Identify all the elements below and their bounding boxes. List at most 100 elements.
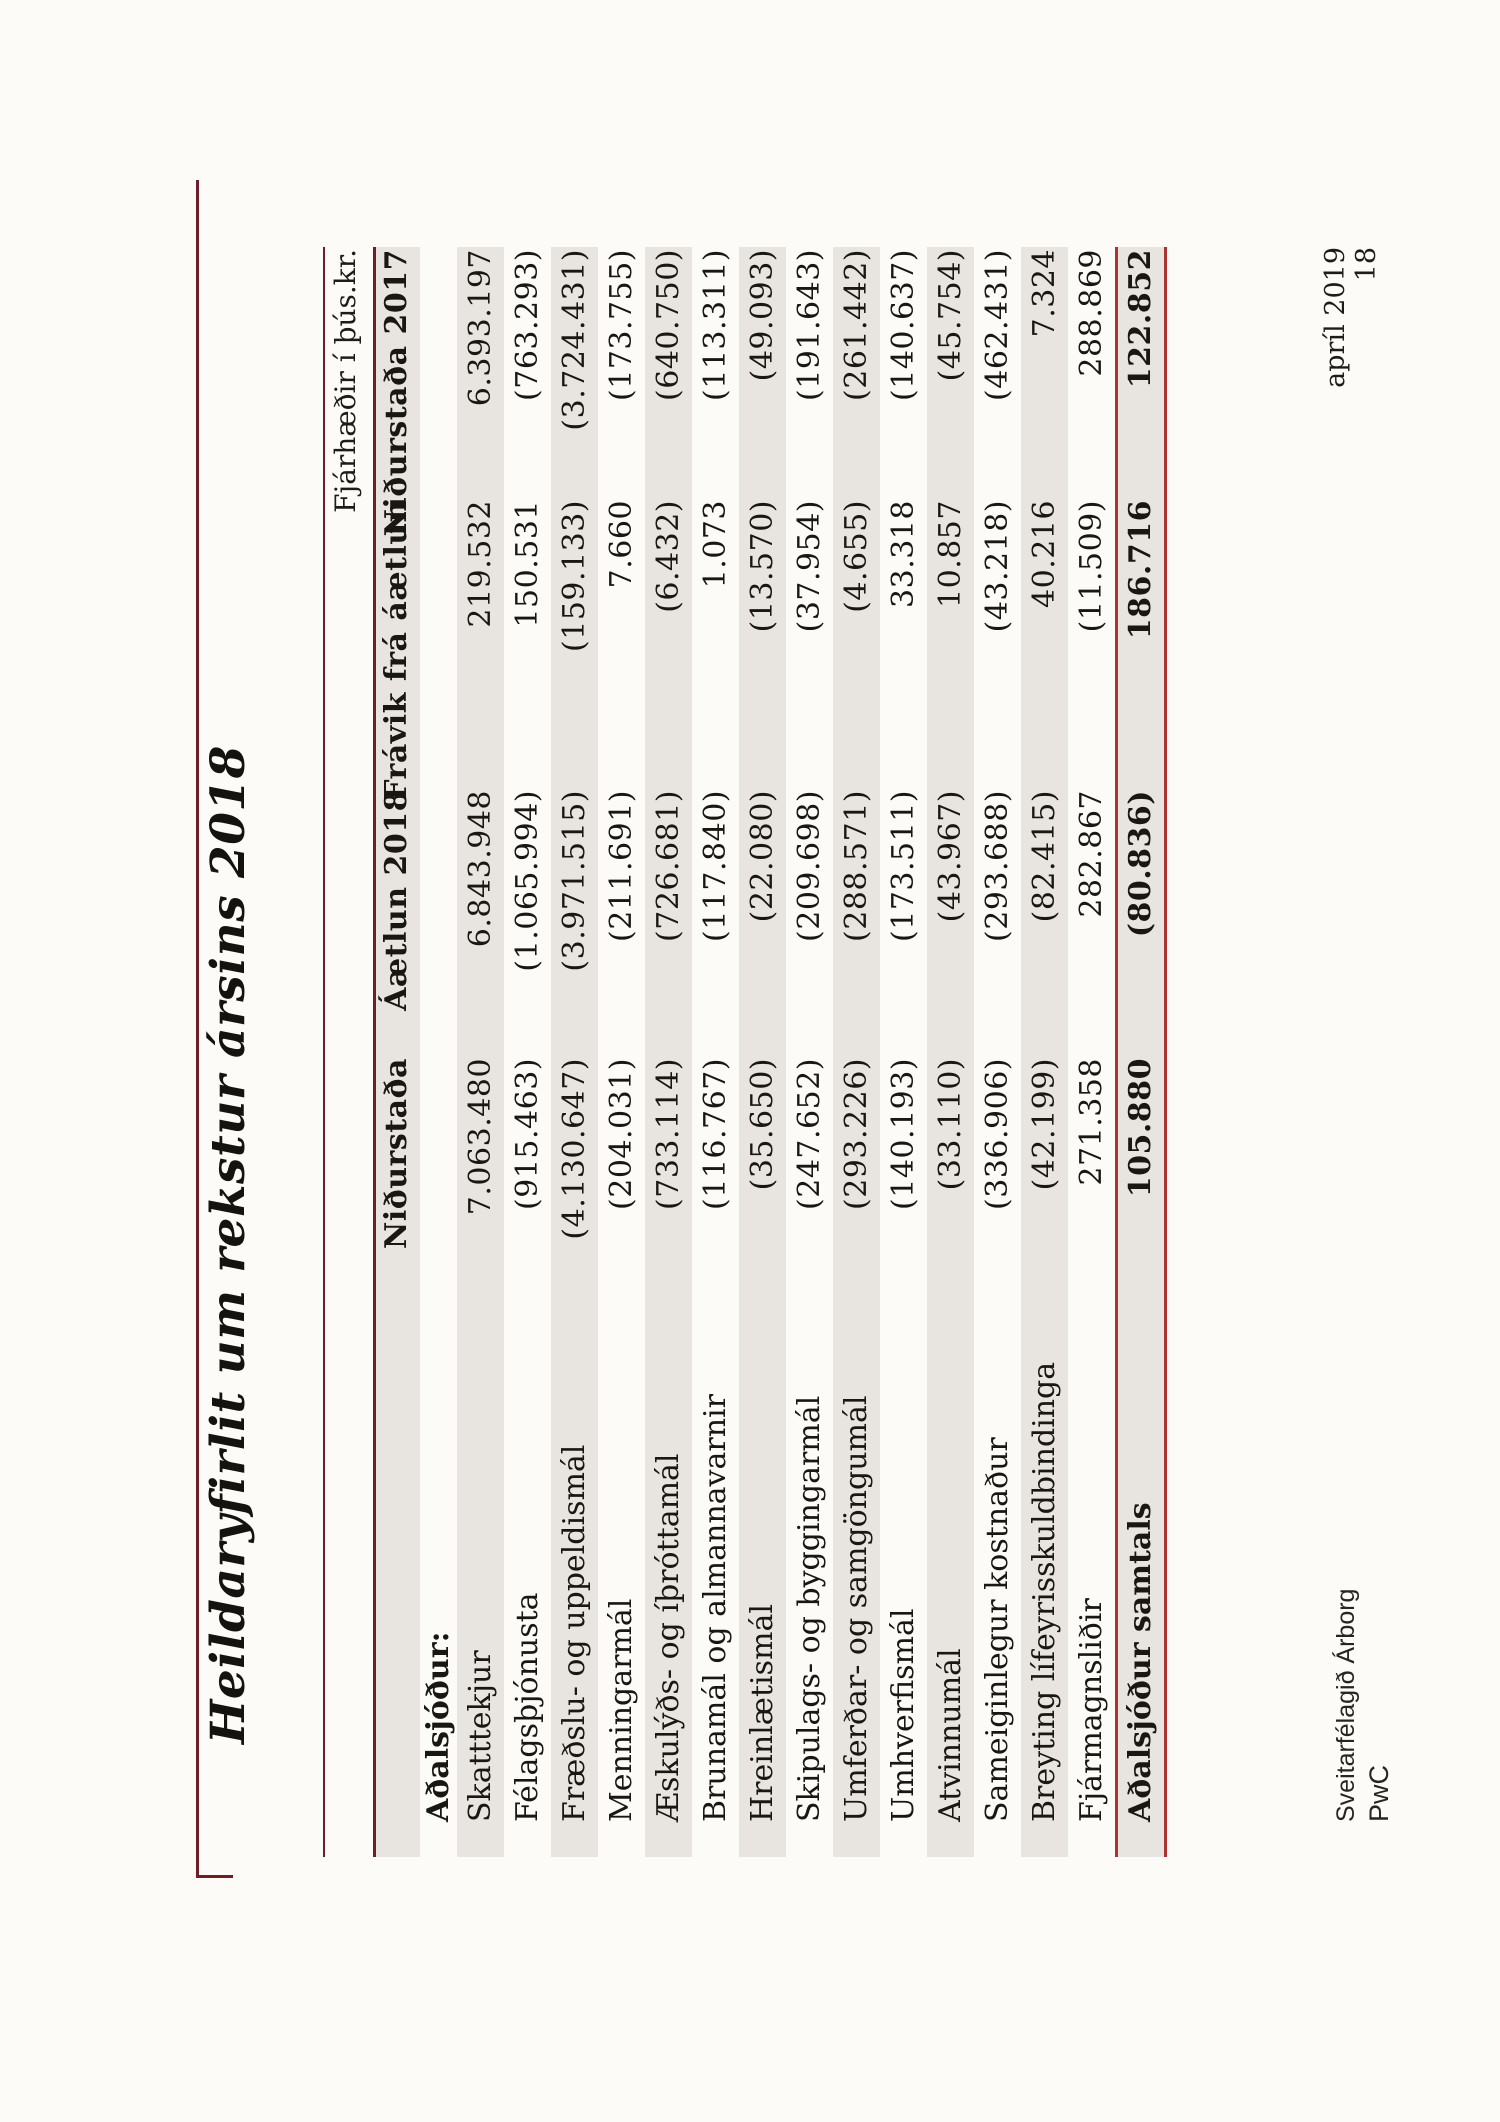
cell-nidurstada-2017: (49.093) xyxy=(745,249,780,382)
cell-nidurstada: (336.906) xyxy=(980,1058,1015,1210)
table-row: Atvinnumál (33.110) (43.967) 10.857 (45.… xyxy=(927,247,974,1857)
cell-fravik: 40.216 xyxy=(1027,500,1062,608)
cell-fravik: (43.218) xyxy=(980,500,1015,633)
row-label: Fræðslu- og uppeldismál xyxy=(557,1444,592,1822)
total-cell-nidurstada-2017: 122.852 xyxy=(1123,249,1158,389)
cell-nidurstada: (915.463) xyxy=(510,1058,545,1210)
table-row: Breyting lífeyrisskuldbindinga (42.199) … xyxy=(1021,247,1068,1857)
cell-aaetlun-2018: (209.698) xyxy=(792,790,827,942)
cell-aaetlun-2018: (1.065.994) xyxy=(510,790,545,972)
row-label: Sameiginlegur kostnaður xyxy=(980,1437,1015,1822)
cell-nidurstada: (33.110) xyxy=(933,1058,968,1191)
row-label: Menningarmál xyxy=(604,1598,639,1822)
amounts-note-rule xyxy=(323,247,325,1857)
cell-fravik: 150.531 xyxy=(510,500,545,628)
cell-nidurstada-2017: 288.869 xyxy=(1074,249,1109,377)
col-header-nidurstada-2017: Niðurstaða 2017 xyxy=(379,249,414,537)
table-row: Skatttekjur 7.063.480 6.843.948 219.532 … xyxy=(457,247,504,1857)
cell-aaetlun-2018: (211.691) xyxy=(604,790,639,942)
cell-aaetlun-2018: 282.867 xyxy=(1074,790,1109,918)
cell-nidurstada-2017: (462.431) xyxy=(980,249,1015,401)
amounts-note: Fjárhæðir í þús.kr. xyxy=(329,249,362,513)
cell-nidurstada-2017: (763.293) xyxy=(510,249,545,401)
cell-aaetlun-2018: (293.688) xyxy=(980,790,1015,942)
cell-nidurstada-2017: (140.637) xyxy=(886,249,921,401)
table-header-row: Niðurstaða Áætlun 2018 Frávik frá áætlun… xyxy=(373,247,420,1857)
table-row: Félagsþjónusta (915.463) (1.065.994) 150… xyxy=(504,247,551,1857)
cell-nidurstada: (247.652) xyxy=(792,1058,827,1210)
total-cell-aaetlun-2018: (80.836) xyxy=(1123,790,1158,938)
total-cell-nidurstada: 105.880 xyxy=(1123,1058,1158,1198)
cell-fravik: 10.857 xyxy=(933,500,968,608)
cell-nidurstada-2017: 6.393.197 xyxy=(463,249,498,407)
row-label: Hreinlætismál xyxy=(745,1604,780,1822)
cell-nidurstada: (4.130.647) xyxy=(557,1058,592,1240)
cell-nidurstada-2017: 7.324 xyxy=(1027,249,1062,338)
col-header-aaetlun-2018: Áætlun 2018 xyxy=(379,790,414,1011)
total-row-label: Aðalsjóður samtals xyxy=(1123,1502,1158,1822)
cell-nidurstada-2017: (3.724.431) xyxy=(557,249,592,431)
table-row: Umferðar- og samgöngumál (293.226) (288.… xyxy=(833,247,880,1857)
cell-aaetlun-2018: (22.080) xyxy=(745,790,780,923)
row-label: Félagsþjónusta xyxy=(510,1592,545,1822)
section-row: Aðalsjóður: xyxy=(420,247,457,1857)
cell-aaetlun-2018: (726.681) xyxy=(651,790,686,942)
finance-table: Niðurstaða Áætlun 2018 Frávik frá áætlun… xyxy=(373,247,1167,1857)
cell-aaetlun-2018: (43.967) xyxy=(933,790,968,923)
row-label: Fjármagnsliðir xyxy=(1074,1598,1109,1822)
row-label: Umhverfismál xyxy=(886,1608,921,1822)
cell-nidurstada-2017: (113.311) xyxy=(698,249,733,401)
table-row: Skipulags- og byggingarmál (247.652) (20… xyxy=(786,247,833,1857)
cell-nidurstada-2017: (173.755) xyxy=(604,249,639,401)
table-row: Æskulýðs- og íþróttamál (733.114) (726.6… xyxy=(645,247,692,1857)
footer-date: apríl 2019 xyxy=(1320,247,1351,388)
cell-nidurstada-2017: (191.643) xyxy=(792,249,827,401)
cell-nidurstada: (42.199) xyxy=(1027,1058,1062,1191)
table-row: Fjármagnsliðir 271.358 282.867 (11.509) … xyxy=(1068,247,1115,1857)
cell-fravik: (6.432) xyxy=(651,500,686,613)
table-row: Brunamál og almannavarnir (116.767) (117… xyxy=(692,247,739,1857)
cell-nidurstada: (140.193) xyxy=(886,1058,921,1210)
footer-page-number: 18 xyxy=(1351,247,1382,282)
cell-fravik: (4.655) xyxy=(839,500,874,613)
table-row: Hreinlætismál (35.650) (22.080) (13.570)… xyxy=(739,247,786,1857)
cell-aaetlun-2018: (288.571) xyxy=(839,790,874,942)
cell-aaetlun-2018: 6.843.948 xyxy=(463,790,498,948)
cell-nidurstada: (293.226) xyxy=(839,1058,874,1210)
col-header-nidurstada: Niðurstaða xyxy=(379,1058,414,1250)
row-label: Æskulýðs- og íþróttamál xyxy=(651,1453,686,1822)
col-header-fravik: Frávik frá áætlun xyxy=(379,500,414,801)
cell-nidurstada: 7.063.480 xyxy=(463,1058,498,1216)
table-row: Sameiginlegur kostnaður (336.906) (293.6… xyxy=(974,247,1021,1857)
cell-fravik: 1.073 xyxy=(698,500,733,589)
cell-nidurstada: (35.650) xyxy=(745,1058,780,1191)
table-row: Fræðslu- og uppeldismál (4.130.647) (3.9… xyxy=(551,247,598,1857)
cell-fravik: (37.954) xyxy=(792,500,827,633)
cell-nidurstada: (733.114) xyxy=(651,1058,686,1210)
cell-nidurstada: 271.358 xyxy=(1074,1058,1109,1186)
cell-aaetlun-2018: (3.971.515) xyxy=(557,790,592,972)
section-label: Aðalsjóður: xyxy=(421,1631,456,1822)
cell-nidurstada: (204.031) xyxy=(604,1058,639,1210)
row-label: Umferðar- og samgöngumál xyxy=(839,1395,874,1822)
page-title: Heildaryfirlit um rekstur ársins 2018 xyxy=(201,745,256,1744)
row-label: Atvinnumál xyxy=(933,1648,968,1822)
title-rule-tick xyxy=(196,1875,233,1878)
cell-fravik: 33.318 xyxy=(886,500,921,608)
cell-aaetlun-2018: (117.840) xyxy=(698,790,733,942)
total-cell-fravik: 186.716 xyxy=(1123,500,1158,640)
title-rule xyxy=(196,180,199,1878)
cell-fravik: (11.509) xyxy=(1074,500,1109,633)
cell-fravik: (159.133) xyxy=(557,500,592,652)
row-label: Breyting lífeyrisskuldbindinga xyxy=(1027,1361,1062,1822)
cell-nidurstada-2017: (640.750) xyxy=(651,249,686,401)
cell-fravik: 7.660 xyxy=(604,500,639,589)
cell-nidurstada-2017: (261.442) xyxy=(839,249,874,401)
table-row: Umhverfismál (140.193) (173.511) 33.318 … xyxy=(880,247,927,1857)
footer-pwc-logo-text: PwC xyxy=(1364,1764,1394,1822)
cell-nidurstada-2017: (45.754) xyxy=(933,249,968,382)
table-row: Menningarmál (204.031) (211.691) 7.660 (… xyxy=(598,247,645,1857)
row-label: Skatttekjur xyxy=(463,1650,498,1822)
